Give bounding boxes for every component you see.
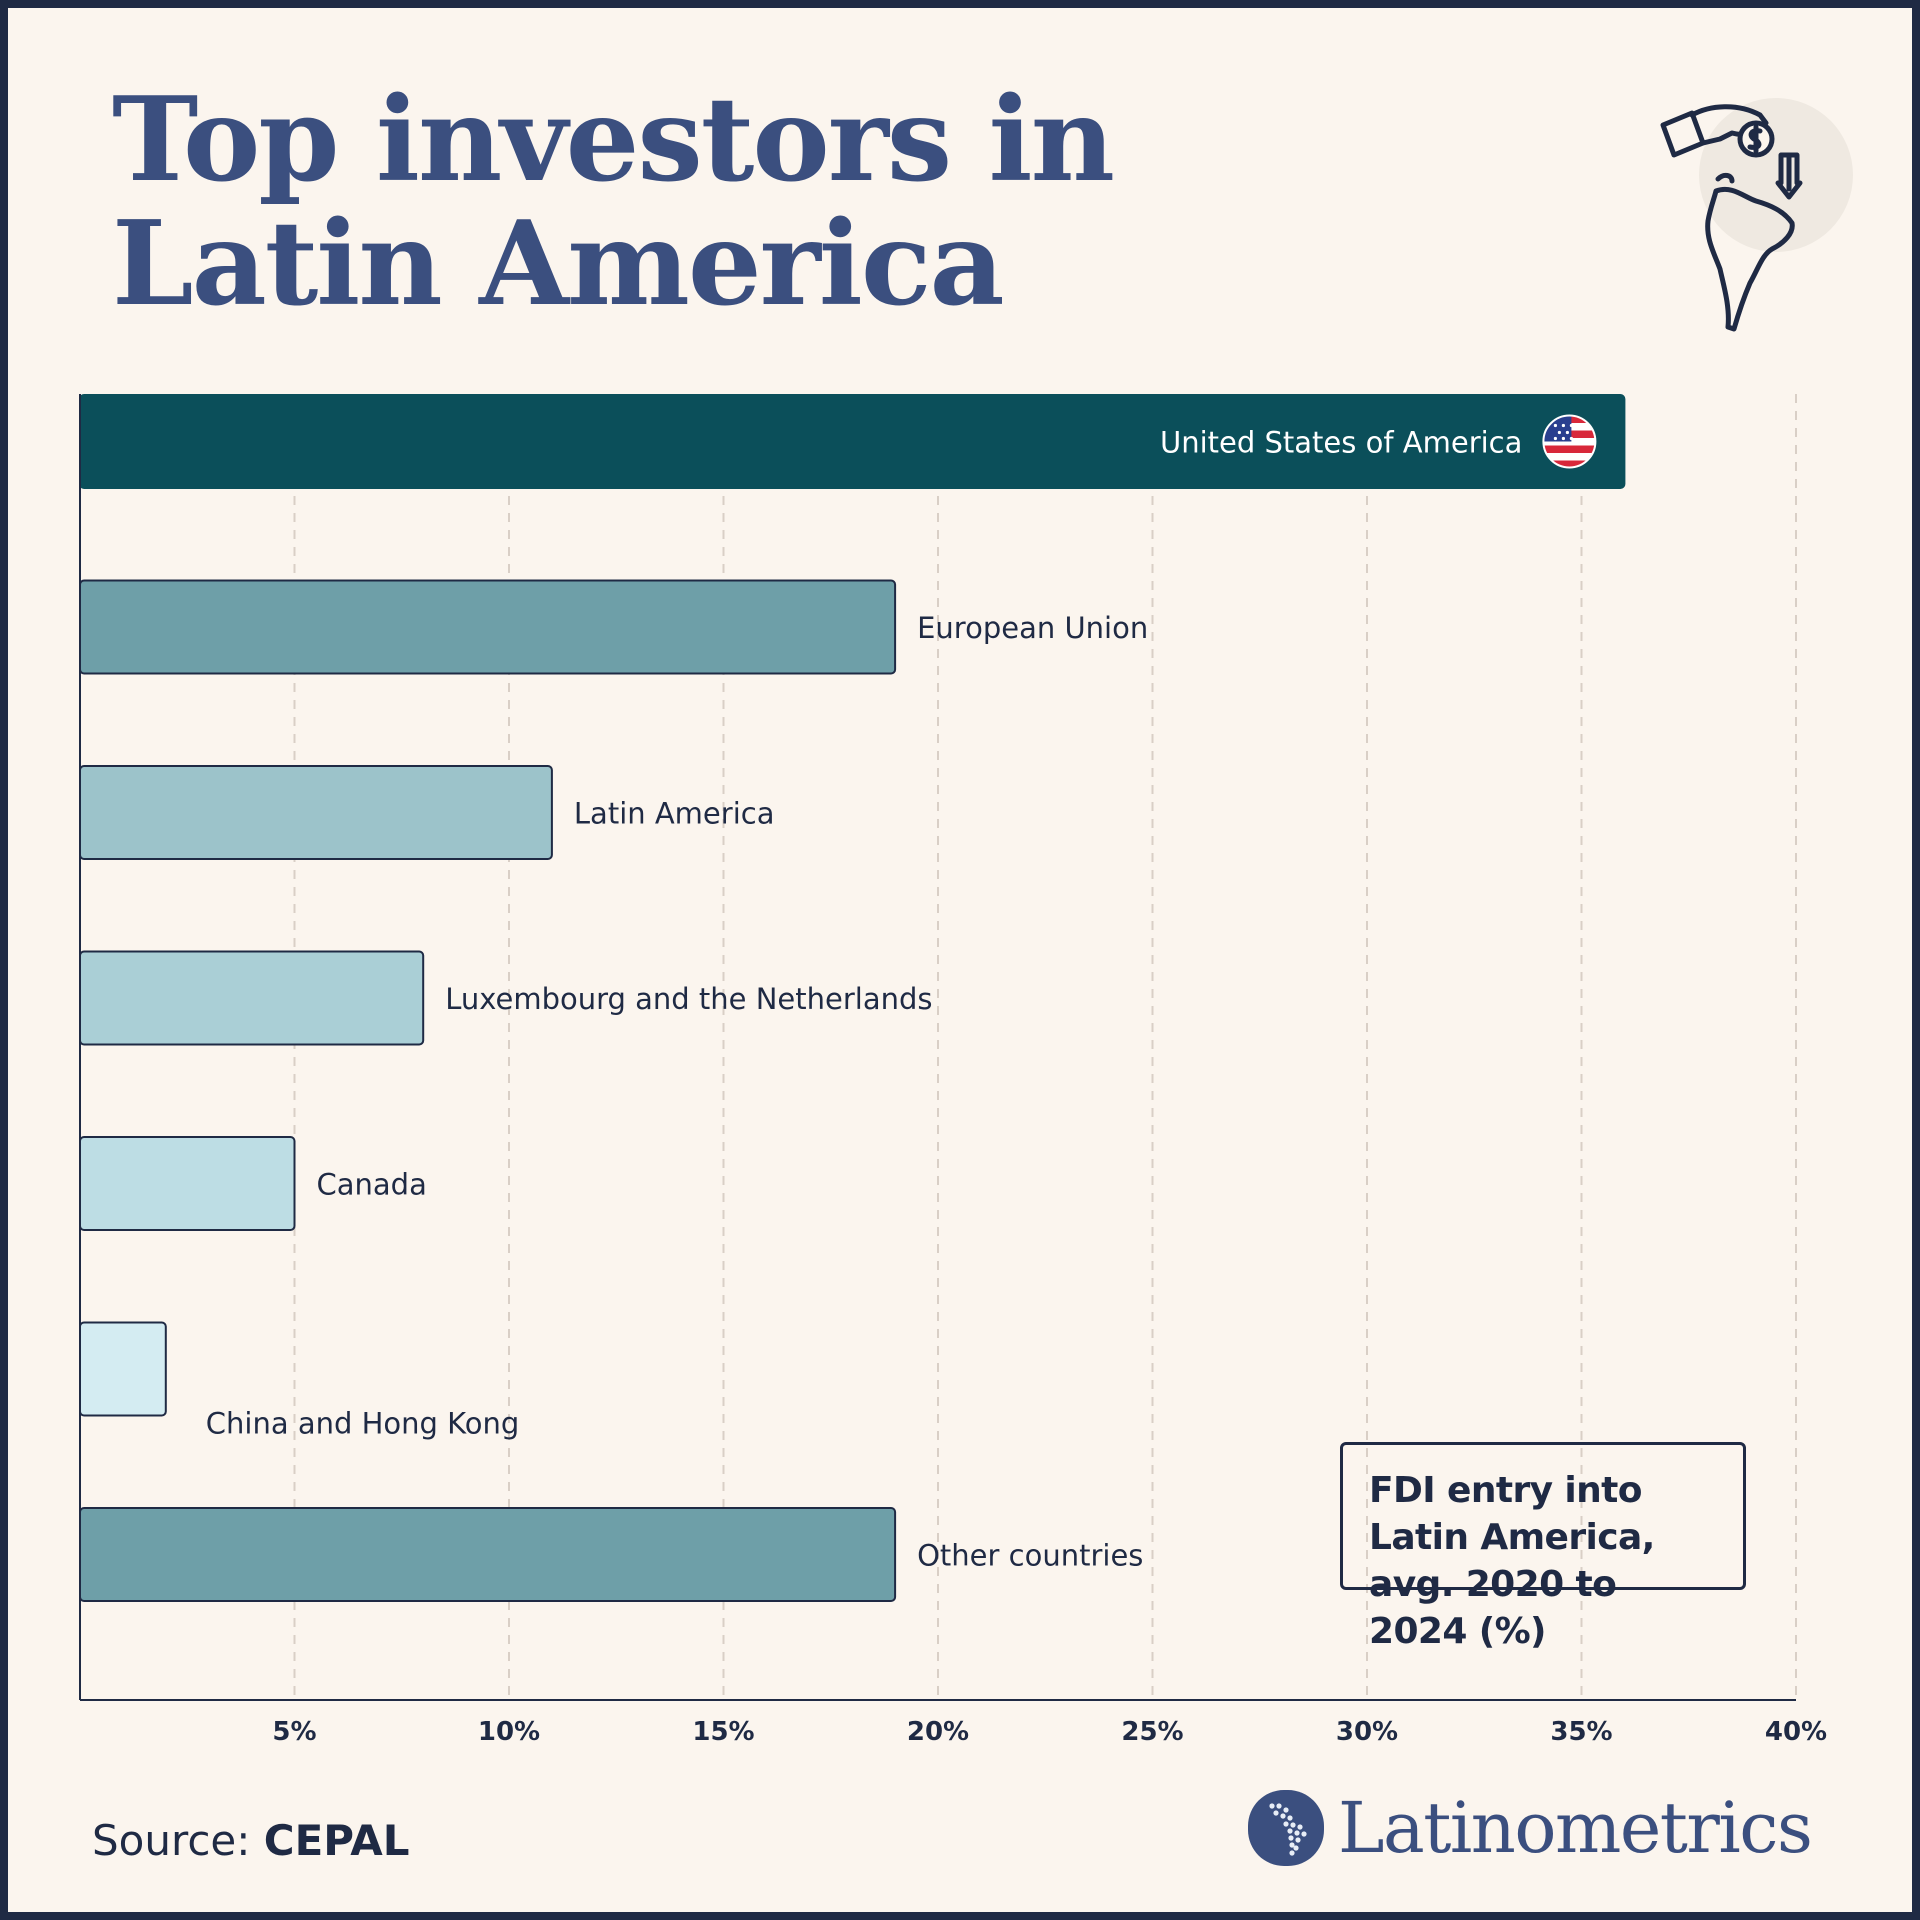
tick-label: 35% — [1550, 1717, 1612, 1747]
bar-labels: United States of America European Union La… — [206, 426, 1523, 1573]
title-line-1: Top investors in — [112, 72, 1115, 208]
tick-label: 5% — [272, 1717, 316, 1747]
bar-other-countries — [79, 1507, 897, 1602]
page-title: Top investors in Latin America — [112, 72, 1115, 332]
brand-name: Latinometrics — [1338, 1787, 1813, 1869]
bar-canada — [79, 1136, 296, 1231]
hand-money-map-icon — [1660, 98, 1853, 332]
bar-china-and-hong-kong — [79, 1321, 167, 1417]
bar-chart: United States of America European Union La… — [79, 394, 1827, 1747]
brand-logo-group: Latinometrics — [1248, 1787, 1813, 1869]
bar-label-united-states-of-america: United States of America — [1160, 426, 1522, 460]
source-label: Source: — [92, 1816, 251, 1865]
bar-label-other-countries: Other countries — [917, 1539, 1143, 1573]
x-axis-ticks: 5% 10% 15% 20% 25% 30% 35% 40% — [272, 1717, 1827, 1747]
source-value: CEPAL — [263, 1816, 410, 1865]
bar-luxembourg-and-the-netherlands — [79, 950, 425, 1046]
tick-label: 40% — [1765, 1717, 1827, 1747]
bar-label-canada: Canada — [317, 1168, 427, 1202]
tick-label: 15% — [692, 1717, 754, 1747]
us-flag-icon — [1542, 414, 1597, 469]
bar-label-luxembourg-and-the-netherlands: Luxembourg and the Netherlands — [445, 982, 932, 1016]
bar-european-union — [79, 579, 897, 675]
bar-label-china-and-hong-kong: China and Hong Kong — [206, 1407, 520, 1441]
bars — [79, 394, 1626, 1602]
tick-label: 30% — [1336, 1717, 1398, 1747]
legend-box: FDI entry into Latin America, avg. 2020 … — [1340, 1442, 1746, 1652]
latin-america-dots-logo — [1248, 1790, 1324, 1866]
bar-label-latin-america: Latin America — [574, 797, 775, 831]
tick-label: 25% — [1121, 1717, 1183, 1747]
tick-label: 20% — [907, 1717, 969, 1747]
flag-layer — [1542, 414, 1597, 469]
bar-latin-america — [79, 765, 553, 860]
grid-lines — [293, 394, 1797, 1700]
tick-label: 10% — [478, 1717, 540, 1747]
source-credit: Source: CEPAL — [92, 1816, 409, 1865]
infographic-card: Top investors in Latin America United St… — [8, 8, 1912, 1912]
bar-label-european-union: European Union — [917, 611, 1148, 645]
title-line-2: Latin America — [112, 196, 1005, 332]
